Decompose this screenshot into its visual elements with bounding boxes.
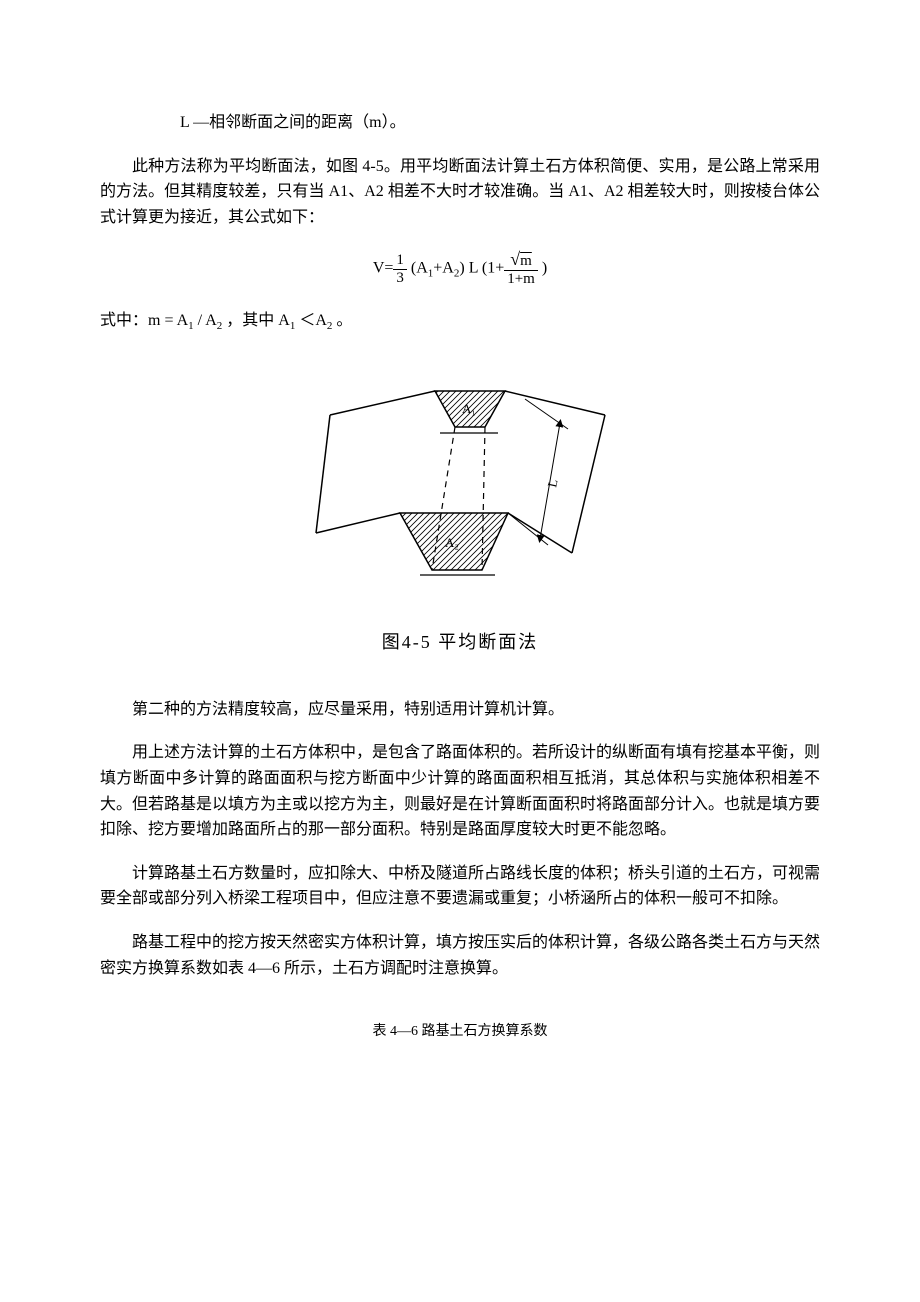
paragraph-method2-precision: 第二种的方法精度较高，应尽量采用，特别适用计算机计算。 <box>100 697 820 723</box>
sqrt-symbol: √ <box>510 249 520 269</box>
where-clause: 式中：m = A1 / A2 ，其中 A1 ＜A2 。 <box>100 308 820 336</box>
where-mid: / A <box>194 312 217 329</box>
fraction-sqrt-m: √m1+m <box>504 250 538 287</box>
formula-mid1: (A <box>407 260 428 277</box>
paragraph-conversion-note: 路基工程中的挖方按天然密实方体积计算，填方按压实后的体积计算，各级公路各类土石方… <box>100 930 820 981</box>
table-4-6-caption: 表 4—6 路基土石方换算系数 <box>100 1021 820 1043</box>
symbol-definition-L: L —相邻断面之间的距离（m）。 <box>100 110 820 136</box>
formula-tail: ) <box>538 260 547 277</box>
formula-mid3: ) L (1+ <box>459 260 504 277</box>
sqrt-arg: m <box>520 253 532 269</box>
formula-lhs: V= <box>373 260 394 277</box>
frac-den: 3 <box>393 270 407 287</box>
svg-text:A₁: A₁ <box>462 401 476 416</box>
cross-section-diagram: A₁ A₂ L <box>310 375 610 605</box>
svg-text:A₂: A₂ <box>445 535 459 550</box>
figure-4-5: A₁ A₂ L 图4-5 平均断面法 <box>100 375 820 656</box>
fraction-one-third: 13 <box>393 252 407 286</box>
frac-den-1m: 1+m <box>504 271 538 288</box>
where-mid2: ，其中 A <box>222 312 290 329</box>
figure-caption: 图4-5 平均断面法 <box>100 628 820 657</box>
paragraph-pavement-volume: 用上述方法计算的土石方体积中，是包含了路面体积的。若所设计的纵断面有填有挖基本平… <box>100 740 820 842</box>
formula-prismatoid: V=13 (A1+A2) L (1+√m1+m ) <box>100 250 820 287</box>
where-pre: 式中：m = A <box>100 312 188 329</box>
formula-mid2: +A <box>433 260 454 277</box>
paragraph-avg-method: 此种方法称为平均断面法，如图 4-5。用平均断面法计算土石方体积简便、实用，是公… <box>100 154 820 231</box>
where-end: 。 <box>332 312 352 329</box>
frac-num-sqrt: √m <box>504 250 538 271</box>
frac-num: 1 <box>393 252 407 270</box>
paragraph-bridge-deduction: 计算路基土石方数量时，应扣除大、中桥及隧道所占路线长度的体积；桥头引道的土石方，… <box>100 861 820 912</box>
where-lt: ＜A <box>295 312 327 329</box>
svg-text:L: L <box>544 478 560 489</box>
